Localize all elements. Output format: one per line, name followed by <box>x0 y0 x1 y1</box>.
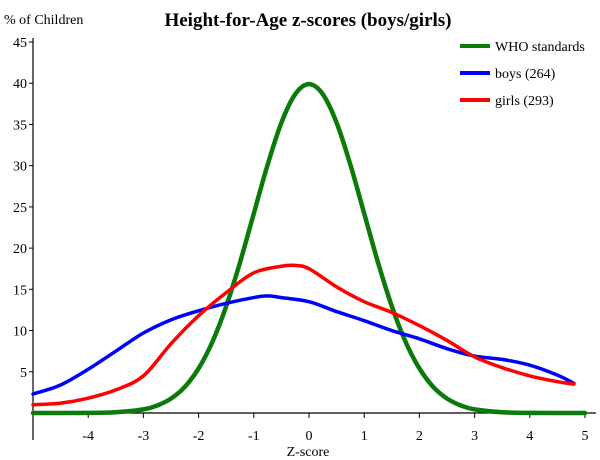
x-tick-label: 0 <box>306 429 313 444</box>
y-tick-label: 20 <box>13 242 27 257</box>
legend-item-boys-label: boys (264) <box>495 67 556 82</box>
x-tick-label: 4 <box>526 429 533 444</box>
x-tick-label: 3 <box>471 429 478 444</box>
legend-item-girls-label: girls (293) <box>495 94 554 109</box>
boys-line <box>31 294 576 396</box>
legend: WHO standards boys (264) girls (293) <box>460 40 585 109</box>
series-lines <box>30 81 588 416</box>
y-axis-label: % of Children <box>4 13 83 28</box>
x-tick-label: 1 <box>361 429 368 444</box>
y-tick-label: 45 <box>13 36 27 51</box>
y-tick-label: 30 <box>13 160 27 175</box>
y-tick-label: 35 <box>13 118 27 133</box>
y-tick-label: 25 <box>13 201 27 216</box>
x-tick-label: -1 <box>248 429 260 444</box>
y-axis-ticks: 5 10 15 20 25 30 35 40 45 <box>13 36 33 381</box>
who-standards-line <box>30 81 588 416</box>
x-tick-label: -3 <box>138 429 150 444</box>
legend-item-who-label: WHO standards <box>495 40 585 55</box>
girls-line <box>31 263 576 407</box>
x-axis-label: Z-score <box>287 445 330 460</box>
y-tick-label: 5 <box>20 366 27 381</box>
x-tick-label: -2 <box>193 429 205 444</box>
x-tick-label: 2 <box>416 429 423 444</box>
y-tick-label: 15 <box>13 283 27 298</box>
x-tick-label: 5 <box>582 429 589 444</box>
x-axis-ticks: -4 -3 -2 -1 0 1 2 3 4 5 <box>82 413 589 444</box>
x-tick-label: -4 <box>82 429 94 444</box>
y-tick-label: 40 <box>13 77 27 92</box>
y-tick-label: 10 <box>13 325 27 340</box>
chart-title: Height-for-Age z-scores (boys/girls) <box>164 10 451 31</box>
